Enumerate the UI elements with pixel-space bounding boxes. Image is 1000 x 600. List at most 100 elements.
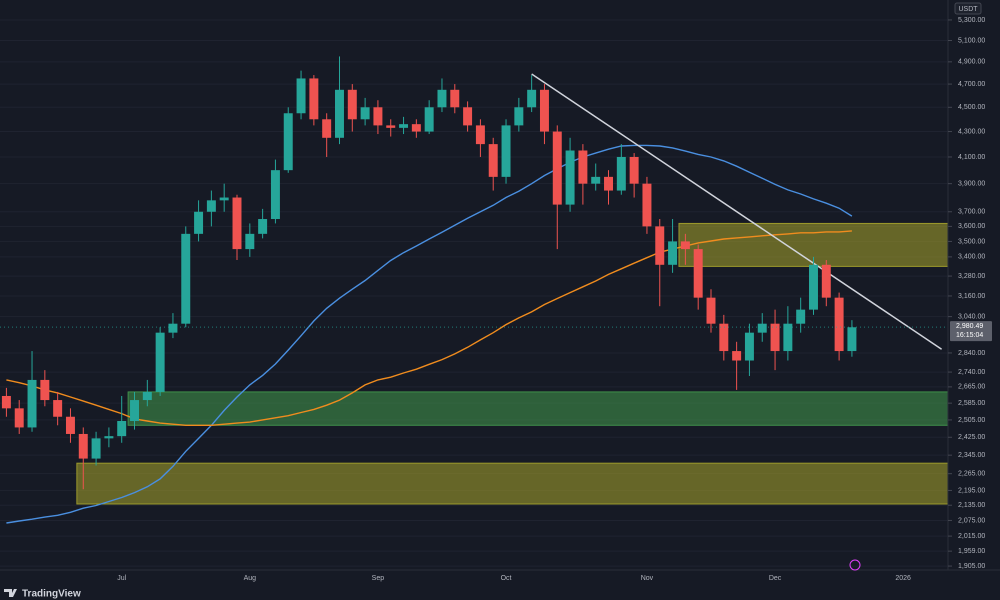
candle-body <box>655 226 665 265</box>
candle-body <box>360 107 370 120</box>
candle-body <box>668 241 678 265</box>
candle-body <box>283 113 293 171</box>
candle-body <box>258 219 268 234</box>
y-tick-label: 2,015.00 <box>958 533 985 540</box>
candle-body <box>309 78 319 120</box>
x-tick-label: Oct <box>501 575 512 582</box>
candle-body <box>117 420 127 437</box>
y-tick-label: 3,900.00 <box>958 181 985 188</box>
y-tick-label: 2,265.00 <box>958 471 985 478</box>
y-tick-label: 4,500.00 <box>958 104 985 111</box>
candle-body <box>1 395 11 409</box>
y-tick-label: 5,300.00 <box>958 17 985 24</box>
y-tick-label: 4,700.00 <box>958 81 985 88</box>
candle-body <box>206 200 216 212</box>
candle-body <box>834 297 844 352</box>
zone <box>76 462 949 505</box>
x-tick-label: Dec <box>769 575 782 582</box>
candle-body <box>437 89 447 108</box>
y-tick-label: 2,740.00 <box>958 369 985 376</box>
candle-body <box>616 156 626 191</box>
last-price-box <box>950 321 992 342</box>
y-tick-label: 1,959.00 <box>958 548 985 555</box>
countdown: 16:15:04 <box>956 332 983 339</box>
y-tick-label: 3,500.00 <box>958 238 985 245</box>
candle-body <box>757 323 767 333</box>
candle-body <box>578 150 588 184</box>
candle-body <box>245 233 255 250</box>
candle-body <box>270 170 280 220</box>
candle-body <box>821 264 831 298</box>
brand: TradingView <box>22 589 81 600</box>
icon[interactable] <box>849 559 861 571</box>
candle-body <box>539 89 549 132</box>
price-axis: USDT 5,300.00 5,100.00 4,900.00 4,700.00 4,5… <box>0 0 1000 571</box>
candle-body <box>232 197 242 250</box>
y-tick-label: 3,700.00 <box>958 209 985 216</box>
candle-body <box>347 89 357 120</box>
candle-body <box>104 436 114 439</box>
y-tick-label: 4,900.00 <box>958 59 985 66</box>
candle-body <box>475 125 485 145</box>
candle-body <box>527 89 537 108</box>
candle-body <box>463 107 473 126</box>
candle-body <box>809 264 818 310</box>
y-tick-label: 5,100.00 <box>958 37 985 44</box>
candle-body <box>796 309 806 324</box>
candle-body <box>194 211 204 234</box>
y-tick-label: 3,280.00 <box>958 273 985 280</box>
candle-body <box>744 332 754 361</box>
x-tick-label: Jul <box>117 575 126 582</box>
moving-average <box>6 144 853 524</box>
x-tick-label: Nov <box>641 575 654 582</box>
indicator-lines <box>6 73 943 524</box>
x-tick-label: Sep <box>372 575 385 582</box>
candle-body <box>155 332 165 392</box>
candle-body <box>130 400 139 421</box>
candle-body <box>565 150 575 205</box>
candle-body <box>642 183 652 227</box>
y-tick-label: 2,075.00 <box>958 517 985 524</box>
candle-body <box>424 107 434 132</box>
candle-body <box>335 89 344 138</box>
y-tick-label: 3,400.00 <box>958 254 985 261</box>
candle-body <box>680 241 690 250</box>
candle-body <box>296 78 306 114</box>
candle-body <box>14 408 24 428</box>
currency-box[interactable] <box>954 2 982 15</box>
candle-body <box>693 249 703 298</box>
candle-body <box>40 379 50 401</box>
logo-icon <box>4 589 17 597</box>
candle-body <box>770 323 780 352</box>
y-tick-label: 2,195.00 <box>958 487 985 494</box>
candle-body <box>53 400 63 417</box>
candle-body <box>732 351 742 361</box>
logo: TradingView <box>4 589 81 600</box>
y-tick-label: 2,135.00 <box>958 502 985 509</box>
y-tick-label: 2,425.00 <box>958 434 985 441</box>
candle-body <box>514 107 524 126</box>
moving-average <box>6 230 852 426</box>
candle-body <box>142 391 152 401</box>
y-tick-label: 2,840.00 <box>958 350 985 357</box>
y-tick-label: 3,600.00 <box>958 223 985 230</box>
y-tick-label: 2,585.00 <box>958 400 985 407</box>
candle-body <box>322 119 332 138</box>
candle-body <box>181 233 191 324</box>
candle-body <box>450 89 460 108</box>
currency-label: USDT <box>958 6 978 13</box>
candle-body <box>604 176 613 191</box>
zones <box>76 222 949 505</box>
candles <box>1 56 857 490</box>
candle-body <box>411 124 421 132</box>
candle-body <box>552 131 562 205</box>
candle-body <box>719 323 729 352</box>
y-tick-label: 2,665.00 <box>958 384 985 391</box>
candle-body <box>65 416 75 434</box>
y-tick-label: 2,505.00 <box>958 417 985 424</box>
trendline <box>531 73 943 350</box>
y-tick-label: 4,100.00 <box>958 154 985 161</box>
candle-body <box>706 297 716 324</box>
